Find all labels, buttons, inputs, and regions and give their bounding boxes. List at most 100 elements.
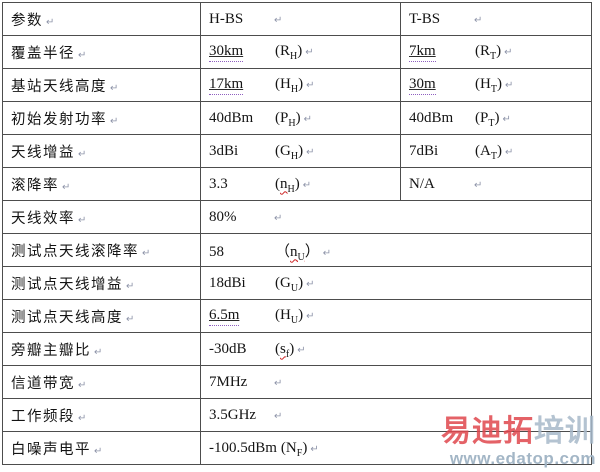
cell-value: 30km — [209, 43, 271, 62]
param-label: 基站天线高度 — [11, 78, 107, 95]
return-mark-icon: ↵ — [504, 46, 513, 58]
param-label: 工作频段 — [11, 408, 75, 425]
param-label-cell: 天线效率 ↵ — [2, 200, 201, 234]
symbol-sub: T — [490, 50, 497, 62]
param-label-cell: 天线增益 ↵ — [2, 134, 201, 168]
value-text: 40dBm — [409, 109, 454, 126]
cell-value: -30dB — [209, 341, 271, 358]
symbol-main: n — [290, 243, 298, 260]
symbol-close: ) — [297, 42, 303, 59]
param-label-cell: 工作频段 ↵ — [2, 398, 201, 432]
return-mark-icon: ↵ — [274, 14, 283, 26]
value-text: 58 — [209, 243, 224, 260]
symbol-close: ) — [494, 109, 500, 126]
return-mark-icon: ↵ — [274, 377, 283, 389]
cell-symbol: (sf) — [275, 340, 295, 360]
value-text: 17km — [209, 76, 244, 95]
symbol-sub: U — [290, 282, 299, 294]
param-label-cell: 基站天线高度 ↵ — [2, 68, 201, 102]
symbol-letter: GH — [280, 143, 299, 162]
cell-value: 7MHz — [209, 374, 271, 391]
cell-value: 17km — [209, 76, 271, 95]
param-label: 参数 — [11, 12, 43, 29]
cell-value: 7dBi — [409, 143, 471, 160]
symbol-close: ) — [295, 109, 301, 126]
cell-value: 40dBm — [209, 110, 271, 127]
symbol-letter: sf — [280, 340, 289, 360]
cell-symbol: (GH) — [275, 142, 304, 162]
symbol-letter: RT — [480, 43, 497, 62]
symbol-sub: H — [290, 50, 298, 62]
symbol-close: ) — [294, 175, 300, 192]
tbs-header-cell: T-BS ↵ — [400, 2, 592, 36]
table-row: 白噪声电平 ↵ -100.5dBm (NF) ↵ — [2, 431, 592, 465]
tbs-value-cell: N/A ↵ — [400, 167, 592, 201]
return-mark-icon: ↵ — [46, 16, 55, 28]
symbol-letter: HH — [280, 75, 298, 95]
return-mark-icon: ↵ — [94, 445, 103, 457]
symbol-main: n — [280, 175, 288, 192]
symbol-main: s — [280, 340, 286, 357]
symbol-letter: PH — [280, 110, 296, 129]
table-row-header: 参数 ↵ H-BS ↵ T-BS ↵ — [2, 2, 592, 36]
merged-value-cell: 3.5GHz ↵ — [200, 398, 592, 432]
table-row: 测试点天线高度 ↵ 6.5m (HU) ↵ — [2, 299, 592, 333]
merged-value-cell: -30dB (sf) ↵ — [200, 332, 592, 366]
value-text: 7MHz — [209, 373, 248, 390]
param-label: 天线增益 — [11, 144, 75, 161]
value-text: -30dB — [209, 340, 247, 357]
cell-symbol: (GU) — [275, 275, 303, 294]
return-mark-icon: ↵ — [126, 313, 135, 325]
return-mark-icon: ↵ — [306, 278, 315, 290]
symbol-open: ( — [275, 142, 280, 159]
merged-value-cell: 6.5m (HU) ↵ — [200, 299, 592, 333]
tbs-value-cell: 7km (RT) ↵ — [400, 35, 592, 69]
symbol-open: ( — [475, 75, 480, 92]
return-mark-icon: ↵ — [305, 46, 314, 58]
symbol-sub: U — [297, 251, 305, 263]
cell-symbol: (RH) — [275, 42, 303, 62]
symbol-main: H — [280, 75, 291, 92]
param-label: 信道带宽 — [11, 375, 75, 392]
symbol-letter: HU — [280, 307, 298, 326]
param-label-cell: 测试点天线高度 ↵ — [2, 299, 201, 333]
symbol-close: ） — [304, 243, 320, 260]
param-label: 滚降率 — [11, 177, 59, 194]
table-row: 测试点天线增益 ↵ 18dBi (GU) ↵ — [2, 266, 592, 300]
param-label-cell: 旁瓣主瓣比 ↵ — [2, 332, 201, 366]
param-label-cell: 初始发射功率 ↵ — [2, 101, 201, 135]
merged-value-cell: -100.5dBm (NF) ↵ — [200, 431, 592, 465]
return-mark-icon: ↵ — [474, 179, 483, 191]
return-mark-icon: ↵ — [126, 280, 135, 292]
return-mark-icon: ↵ — [297, 344, 306, 356]
symbol-close: ) — [289, 340, 295, 357]
cell-symbol: (RT) — [475, 43, 501, 62]
value-text: 3.5GHz — [209, 406, 257, 423]
param-label-cell: 测试点天线增益 ↵ — [2, 266, 201, 300]
cell-value: 80% — [209, 209, 271, 226]
table-row: 天线效率 ↵ 80% ↵ — [2, 200, 592, 234]
param-label-cell: 信道带宽 ↵ — [2, 365, 201, 399]
cell-symbol: (PH) — [275, 109, 301, 129]
symbol-letter: PT — [480, 110, 494, 129]
return-mark-icon: ↵ — [504, 79, 514, 91]
param-label: 初始发射功率 — [11, 111, 107, 128]
symbol-sub: H — [290, 150, 299, 162]
merged-value-cell: 80% ↵ — [200, 200, 592, 234]
value-text: 3.3 — [209, 175, 228, 192]
symbol-open: （ — [275, 243, 291, 260]
cell-symbol: (nH) — [275, 175, 300, 195]
cell-value: 58 — [209, 244, 271, 261]
hbs-value-cell: 40dBm (PH) ↵ — [200, 101, 401, 135]
cell-value: H-BS — [209, 11, 271, 28]
table-row: 覆盖半径 ↵ 30km (RH) ↵ 7km (RT) ↵ — [2, 35, 592, 69]
return-mark-icon: ↵ — [78, 214, 87, 226]
return-mark-icon: ↵ — [310, 443, 319, 455]
table-row: 工作频段 ↵ 3.5GHz ↵ — [2, 398, 592, 432]
symbol-close: ) — [298, 142, 304, 159]
return-mark-icon: ↵ — [110, 82, 119, 94]
value-text: 7km — [409, 43, 436, 62]
merged-value-cell: 7MHz ↵ — [200, 365, 592, 399]
return-mark-icon: ↵ — [274, 212, 283, 224]
tbs-value-cell: 40dBm (PT) ↵ — [400, 101, 592, 135]
